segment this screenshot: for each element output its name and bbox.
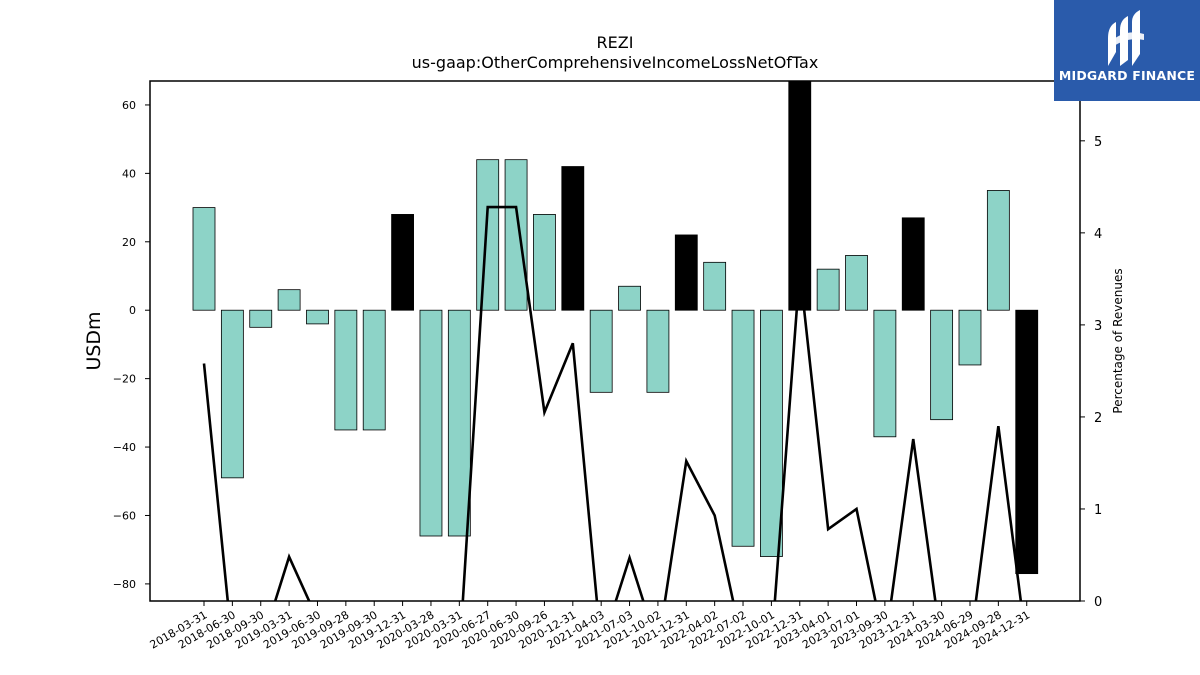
logo-text: MIDGARD FINANCE	[1058, 68, 1196, 83]
bar-2023-12-31	[901, 217, 925, 311]
bar-2021-04-03	[589, 309, 613, 393]
y2-tick-label: 4	[1094, 227, 1102, 242]
bar-2020-03-31	[447, 309, 471, 537]
y2-axis-label: Percentage of Revenues	[1111, 268, 1125, 413]
y-tick-label: 40	[122, 167, 136, 180]
y-tick-label: 0	[129, 304, 136, 317]
bar-2023-09-30	[873, 309, 897, 438]
y-tick-label: −40	[113, 441, 136, 454]
bar-2020-09-26	[533, 214, 556, 311]
y-tick-label: −80	[113, 578, 136, 591]
bar-2021-07-03	[618, 285, 641, 311]
y-tick-label: −60	[113, 509, 136, 522]
y-tick-label: 60	[122, 99, 136, 112]
midgard-finance-logo: MIDGARD FINANCE	[1054, 0, 1200, 101]
bar-2018-06-30	[220, 309, 244, 479]
y2-tick-label: 2	[1094, 411, 1102, 426]
bar-2022-10-01	[760, 309, 783, 557]
bar-2019-03-31	[277, 289, 301, 311]
bar-2019-09-30	[362, 309, 386, 431]
bar-2020-06-30	[504, 159, 528, 311]
bar-2024-12-31	[1015, 309, 1039, 575]
bar-2022-04-02	[703, 261, 727, 311]
y-axis-label: USDm	[83, 311, 105, 370]
bar-2020-12-31	[561, 166, 585, 311]
bar-2019-06-30	[306, 309, 329, 325]
logo-mark-icon	[1108, 10, 1144, 66]
y2-tick-label: 1	[1094, 503, 1102, 518]
chart-title: REZI	[597, 33, 634, 52]
bar-2022-12-31	[788, 81, 812, 311]
bar-2024-06-29	[958, 309, 982, 366]
y2-tick-label: 0	[1094, 595, 1102, 610]
bar-2021-12-31	[674, 234, 698, 311]
bar-2023-07-01	[845, 255, 868, 311]
y-tick-label: 20	[122, 236, 136, 249]
bar-2020-03-28	[419, 309, 443, 537]
y2-tick-label: 3	[1094, 319, 1102, 334]
plot-frame	[149, 80, 1081, 602]
bar-2018-09-30	[249, 309, 273, 328]
bar-2024-09-28	[986, 190, 1010, 311]
bar-2021-10-02	[646, 309, 670, 393]
bar-2018-03-31	[192, 207, 216, 311]
bar-2019-09-28	[334, 309, 358, 431]
bar-2019-12-31	[391, 214, 414, 311]
y-tick-label: −20	[113, 373, 136, 386]
bar-2020-06-27	[476, 159, 500, 311]
chart-subtitle: us-gaap:OtherComprehensiveIncomeLossNetO…	[412, 53, 819, 72]
bar-2024-03-30	[930, 309, 954, 421]
bar-2022-07-02	[731, 309, 755, 547]
y2-tick-label: 5	[1094, 135, 1102, 150]
bar-2023-04-01	[816, 268, 840, 311]
